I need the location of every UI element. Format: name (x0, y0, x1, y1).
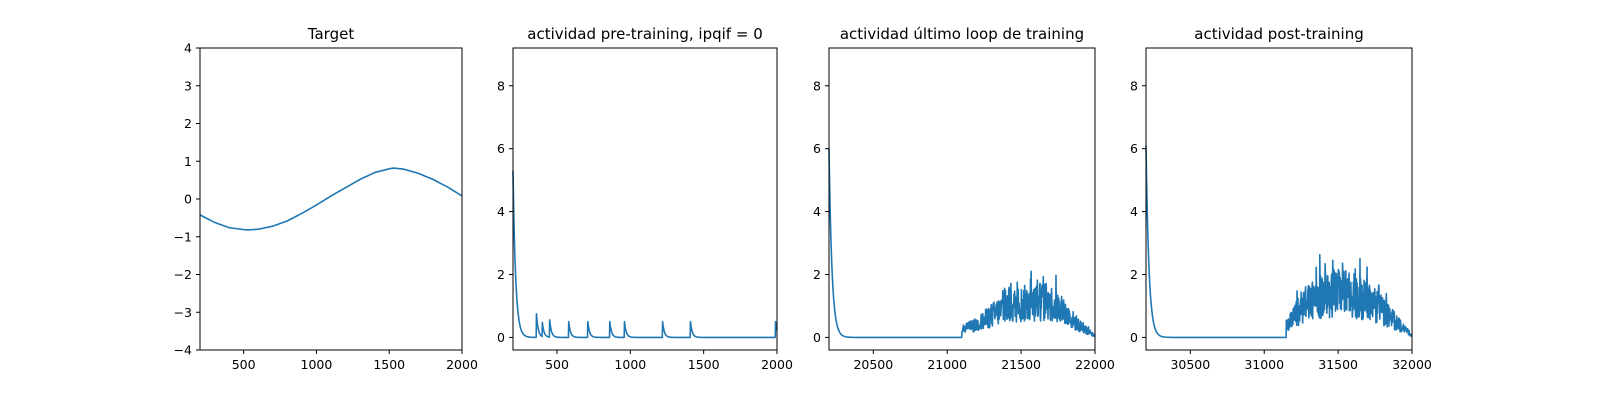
y-tick-label: −4 (174, 343, 192, 358)
y-tick-label: 4 (1130, 204, 1138, 219)
y-tick-label: 4 (497, 204, 505, 219)
x-tick-label: 1500 (688, 357, 720, 372)
x-tick-label: 2000 (761, 357, 793, 372)
x-tick-label: 500 (232, 357, 256, 372)
y-tick-label: 8 (813, 78, 821, 93)
y-tick-label: 4 (184, 41, 192, 56)
x-tick-label: 30500 (1170, 357, 1210, 372)
y-tick-label: 8 (497, 78, 505, 93)
y-tick-label: 6 (497, 141, 505, 156)
y-tick-label: 0 (813, 330, 821, 345)
chart-panel-2: actividad pre-training, ipqif = 0 500 1000… (497, 25, 793, 372)
y-tick-label: 4 (813, 204, 821, 219)
x-tick-label: 20500 (853, 357, 893, 372)
series-line (1145, 145, 1413, 339)
x-tick-label: 31500 (1318, 357, 1358, 372)
plot-frame (512, 47, 778, 351)
series-line (512, 170, 778, 339)
x-tick-label: 22000 (1075, 357, 1115, 372)
y-tick-label: 3 (184, 78, 192, 93)
chart-title: actividad último loop de training (840, 25, 1084, 43)
series-line (828, 148, 1096, 339)
y-tick-label: 8 (1130, 78, 1138, 93)
chart-panel-1: Target 500 1000 1500 2000 −4 −3 −2 −1 0 1 2 3 4 (174, 25, 478, 372)
x-tick-label: 2000 (446, 357, 478, 372)
plot-frame (1145, 47, 1413, 351)
x-tick-label: 21500 (1001, 357, 1041, 372)
chart-panel-4: actividad post-training 30500 31000 31500 32… (1130, 25, 1432, 372)
chart-panel-3: actividad último loop de training 20500 21… (813, 25, 1115, 372)
y-tick-label: 2 (184, 116, 192, 131)
x-tick-label: 21000 (927, 357, 967, 372)
y-tick-label: 2 (1130, 267, 1138, 282)
plot-frame (828, 47, 1096, 351)
x-tick-label: 500 (545, 357, 569, 372)
x-tick-label: 1500 (373, 357, 405, 372)
y-tick-label: 2 (813, 267, 821, 282)
y-tick-label: 6 (813, 141, 821, 156)
chart-title: actividad post-training (1194, 25, 1363, 43)
y-tick-label: 2 (497, 267, 505, 282)
x-tick-label: 1000 (301, 357, 333, 372)
chart-title: Target (307, 25, 355, 43)
chart-title: actividad pre-training, ipqif = 0 (527, 25, 763, 43)
plot-frame (199, 47, 463, 351)
x-tick-label: 31000 (1244, 357, 1284, 372)
y-tick-label: 1 (184, 154, 192, 169)
y-tick-label: −2 (174, 267, 192, 282)
y-tick-label: 0 (1130, 330, 1138, 345)
x-tick-label: 1000 (614, 357, 646, 372)
y-tick-label: 0 (184, 192, 192, 207)
y-tick-label: −3 (174, 305, 192, 320)
y-tick-label: −1 (174, 229, 192, 244)
series-line (199, 167, 463, 231)
y-tick-label: 0 (497, 330, 505, 345)
x-tick-label: 32000 (1392, 357, 1432, 372)
y-tick-label: 6 (1130, 141, 1138, 156)
